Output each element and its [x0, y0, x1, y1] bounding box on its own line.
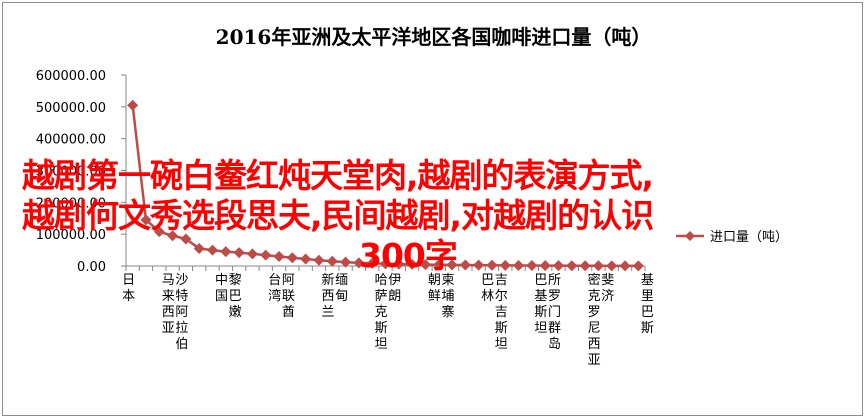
data-point	[353, 257, 365, 269]
data-point	[406, 258, 418, 270]
legend-marker	[685, 231, 695, 241]
data-point	[393, 258, 405, 270]
data-point	[433, 259, 445, 271]
x-category-label: 吉尔吉斯坦	[495, 273, 508, 352]
x-category-label: 巴林	[481, 273, 494, 304]
data-point	[300, 253, 312, 265]
data-point	[513, 259, 525, 271]
x-category-label: 斐济	[601, 273, 614, 304]
data-point	[246, 248, 258, 260]
series-group	[127, 99, 644, 272]
data-point	[380, 258, 391, 270]
data-point	[153, 226, 165, 238]
x-category-label: 马来西亚	[162, 273, 175, 336]
data-point	[566, 260, 578, 272]
axes	[125, 75, 645, 267]
x-category-label: 阿联酋	[282, 273, 295, 320]
x-category-label: 柬埔寨	[442, 273, 455, 320]
data-point	[286, 252, 298, 264]
x-category-label: 巴基斯坦	[534, 273, 547, 336]
y-tick-label: 400000.00	[36, 133, 106, 148]
x-category-label: 日本	[122, 273, 135, 304]
data-point	[419, 259, 431, 271]
data-point	[326, 255, 338, 267]
y-axis-ticks: 0.00 100000.00 200000.00 300000.00 400000.00…	[36, 69, 126, 275]
data-point	[167, 230, 179, 242]
data-point	[539, 260, 551, 272]
data-point	[233, 247, 245, 259]
y-tick-label: 200000.00	[36, 196, 106, 211]
chart-title: 2016年亚洲及太平洋地区各国咖啡进口量（吨）	[215, 25, 652, 49]
x-category-label: 沙特阿拉伯	[175, 273, 188, 352]
data-point	[140, 214, 152, 226]
data-point	[632, 260, 644, 272]
y-tick-label: 500000.00	[36, 101, 106, 116]
data-point	[473, 259, 485, 271]
x-category-label: 台湾	[268, 273, 281, 304]
y-tick-label: 600000.00	[36, 69, 106, 84]
data-point	[340, 256, 352, 268]
data-point	[366, 257, 378, 269]
data-point	[499, 259, 511, 271]
x-category-label: 黎巴嫩	[229, 273, 242, 320]
x-category-label: 伊朗	[388, 273, 401, 304]
x-category-label: 基里巴斯	[641, 273, 654, 336]
data-point	[446, 259, 458, 271]
data-point	[260, 249, 272, 261]
data-point	[459, 259, 471, 271]
data-point	[313, 254, 325, 266]
x-category-label: 新西兰	[321, 272, 334, 320]
data-point	[180, 233, 192, 245]
y-tick-label: 100000.00	[36, 228, 106, 243]
series-line	[131, 105, 639, 268]
data-point	[526, 260, 538, 272]
x-category-label: 缅甸	[335, 273, 348, 304]
data-point	[619, 260, 631, 272]
data-point	[592, 260, 604, 272]
data-point	[486, 259, 498, 271]
data-point	[606, 260, 618, 272]
x-category-label: 哈萨克斯坦	[375, 273, 388, 352]
data-point	[579, 260, 591, 272]
legend-label: 进口量（吨）	[710, 230, 788, 245]
x-category-label: 中国	[215, 273, 228, 304]
data-point	[220, 246, 232, 258]
data-point	[273, 250, 285, 262]
x-category-label: 所罗门群岛	[548, 273, 561, 352]
data-point	[127, 99, 139, 111]
y-tick-label: 0.00	[77, 260, 106, 275]
y-tick-label: 300000.00	[36, 165, 106, 180]
legend: 进口量（吨）	[676, 230, 788, 245]
x-category-label: 朝鲜	[428, 273, 441, 304]
x-category-label: 密克罗尼西亚	[588, 272, 601, 368]
data-point	[207, 244, 218, 256]
data-point	[193, 242, 205, 254]
data-point	[553, 260, 564, 272]
